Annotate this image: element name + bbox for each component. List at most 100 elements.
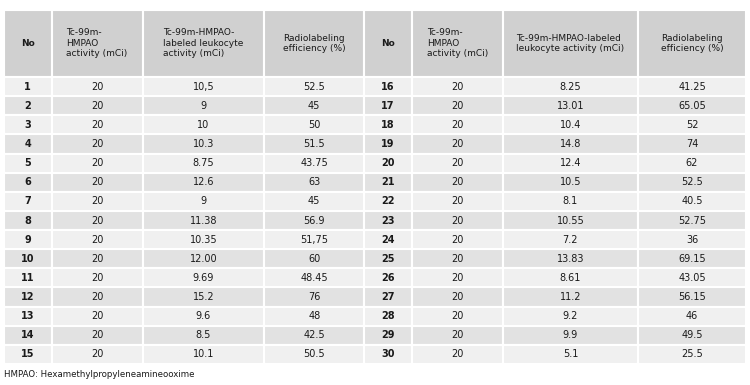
Bar [503, 345, 638, 364]
Text: Tc-99m-HMPAO-labeled
leukocyte activity (mCi): Tc-99m-HMPAO-labeled leukocyte activity … [516, 33, 625, 53]
Text: 56.15: 56.15 [678, 292, 706, 302]
Text: 20: 20 [452, 101, 464, 111]
Bar [364, 249, 412, 268]
Text: 26: 26 [381, 273, 394, 283]
Bar [264, 134, 364, 154]
Bar [638, 249, 746, 268]
Bar [264, 192, 364, 211]
Bar [364, 306, 412, 326]
Text: 20: 20 [452, 158, 464, 168]
Bar [364, 77, 412, 96]
Text: 22: 22 [381, 196, 394, 206]
Bar [4, 77, 52, 96]
Text: 18: 18 [381, 120, 394, 130]
Bar [503, 154, 638, 172]
Bar [52, 192, 142, 211]
Text: Tc-99m-
HMPAO
activity (mCi): Tc-99m- HMPAO activity (mCi) [427, 28, 488, 58]
Text: 9: 9 [200, 196, 206, 206]
Bar [638, 326, 746, 345]
Text: 48.45: 48.45 [301, 273, 328, 283]
Text: 43.05: 43.05 [678, 273, 706, 283]
Text: 2: 2 [24, 101, 31, 111]
Text: 45: 45 [308, 101, 320, 111]
Bar [142, 154, 264, 172]
Bar [264, 211, 364, 230]
Bar [4, 192, 52, 211]
Bar [503, 211, 638, 230]
Bar [4, 10, 52, 77]
Text: 69.15: 69.15 [678, 254, 706, 264]
Text: 8.1: 8.1 [562, 196, 578, 206]
Text: 43.75: 43.75 [300, 158, 328, 168]
Bar [52, 288, 142, 306]
Text: 13.83: 13.83 [556, 254, 584, 264]
Bar [142, 211, 264, 230]
Text: 20: 20 [452, 292, 464, 302]
Bar [52, 77, 142, 96]
Bar [638, 306, 746, 326]
Bar [264, 230, 364, 249]
Text: 50: 50 [308, 120, 320, 130]
Text: 62: 62 [686, 158, 698, 168]
Bar [364, 345, 412, 364]
Text: 36: 36 [686, 234, 698, 244]
Bar [364, 326, 412, 345]
Bar [412, 77, 503, 96]
Bar [142, 345, 264, 364]
Bar [4, 268, 52, 288]
Bar [503, 192, 638, 211]
Text: 9: 9 [24, 234, 31, 244]
Text: 12.4: 12.4 [560, 158, 581, 168]
Text: 20: 20 [381, 158, 394, 168]
Bar [52, 268, 142, 288]
Text: 24: 24 [381, 234, 394, 244]
Bar [412, 230, 503, 249]
Text: 13: 13 [21, 311, 34, 321]
Bar [264, 268, 364, 288]
Bar [52, 326, 142, 345]
Bar [264, 154, 364, 172]
Text: 20: 20 [452, 234, 464, 244]
Bar [264, 288, 364, 306]
Bar [142, 192, 264, 211]
Bar [52, 306, 142, 326]
Bar [503, 268, 638, 288]
Text: 11.2: 11.2 [560, 292, 581, 302]
Text: 20: 20 [91, 254, 104, 264]
Bar [364, 115, 412, 134]
Bar [503, 230, 638, 249]
Text: 10.35: 10.35 [190, 234, 217, 244]
Text: 5.1: 5.1 [562, 350, 578, 360]
Text: 20: 20 [452, 120, 464, 130]
Text: 52: 52 [686, 120, 698, 130]
Bar [412, 268, 503, 288]
Bar [4, 154, 52, 172]
Text: 28: 28 [381, 311, 394, 321]
Text: 20: 20 [91, 350, 104, 360]
Text: 20: 20 [91, 273, 104, 283]
Bar [4, 172, 52, 192]
Text: 20: 20 [452, 82, 464, 92]
Text: 20: 20 [91, 139, 104, 149]
Text: 20: 20 [452, 254, 464, 264]
Bar [264, 306, 364, 326]
Text: 10.3: 10.3 [193, 139, 214, 149]
Text: 63: 63 [308, 177, 320, 187]
Bar [52, 172, 142, 192]
Bar [142, 10, 264, 77]
Bar [142, 249, 264, 268]
Text: 10: 10 [21, 254, 34, 264]
Bar [142, 134, 264, 154]
Bar [364, 288, 412, 306]
Bar [52, 345, 142, 364]
Bar [264, 96, 364, 115]
Bar [412, 10, 503, 77]
Bar [412, 96, 503, 115]
Text: No: No [381, 39, 395, 48]
Text: 10.4: 10.4 [560, 120, 581, 130]
Bar [52, 96, 142, 115]
Bar [503, 288, 638, 306]
Text: Radiolabeling
efficiency (%): Radiolabeling efficiency (%) [661, 33, 723, 53]
Text: 10,5: 10,5 [193, 82, 214, 92]
Bar [503, 115, 638, 134]
